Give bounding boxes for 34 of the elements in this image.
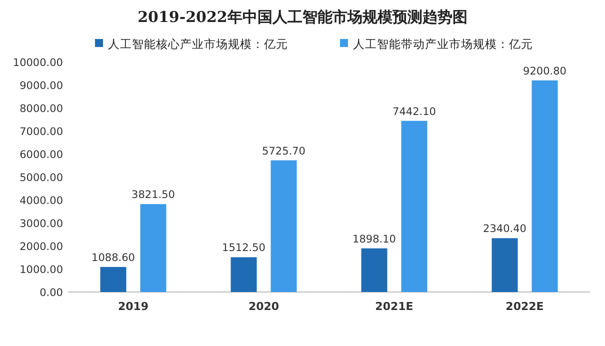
x-tick-label: 2022E [506,300,544,313]
y-tick-label: 5000.00 [20,172,63,184]
legend-label: 人工智能带动产业市场规模：亿元 [353,37,533,51]
text: 5725.70 [262,145,306,158]
y-tick-label: 2000.00 [20,241,63,253]
y-tick-label: 7000.00 [20,126,63,138]
text: 1898.10 [352,233,396,246]
x-tick-label: 2021E [375,300,414,313]
text: 1088.60 [92,252,135,264]
y-tick-label: 0.00 [40,287,63,299]
bar [361,248,388,292]
bar [270,160,297,292]
y-tick-label: 10000.00 [12,57,63,69]
bar [140,204,166,292]
y-tick-label: 4000.00 [20,195,63,207]
y-tick-label: 8000.00 [20,103,63,115]
bar [492,238,518,292]
text: 7442.10 [392,106,436,118]
text: 3821.50 [132,189,175,202]
text: 9200.80 [523,65,566,78]
chart-title: 2019-2022年中国人工智能市场规模预测趋势图 [138,8,468,26]
y-tick-label: 9000.00 [20,80,63,92]
bar [230,257,257,292]
y-tick-label: 1000.00 [20,264,63,276]
bar [100,266,126,292]
text: 1512.50 [222,242,266,254]
x-tick-label: 2019 [118,300,149,313]
legend-label: 人工智能核心产业市场规模：亿元 [108,37,288,51]
y-tick-label: 3000.00 [20,218,63,230]
y-tick-label: 6000.00 [20,149,63,161]
text: 2340.40 [483,223,526,236]
bar [401,120,428,292]
x-tick-label: 2020 [248,300,280,313]
bar [532,80,558,292]
